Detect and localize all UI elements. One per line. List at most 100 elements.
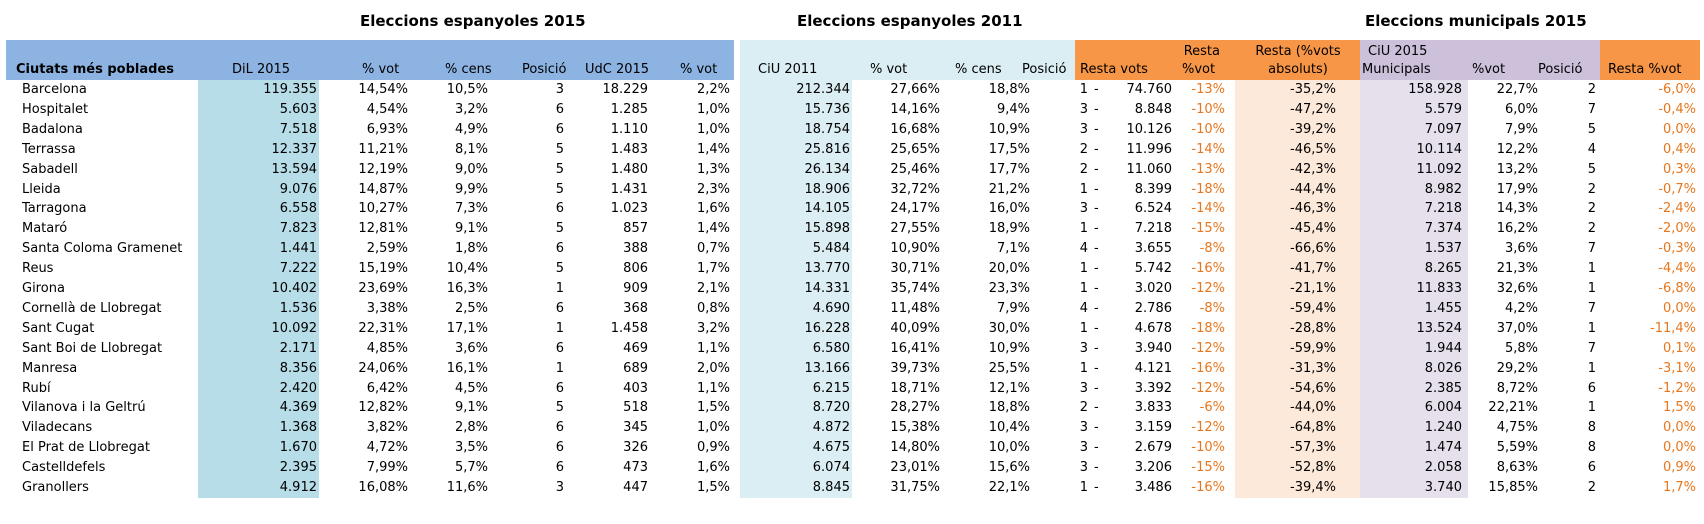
cell-udc: 18.229 bbox=[602, 82, 649, 97]
cell-pvot4: 37,0% bbox=[1496, 320, 1538, 336]
cell-city: Sant Cugat bbox=[22, 320, 95, 336]
cell-dil: 7.823 bbox=[279, 221, 317, 237]
cell-dil: 8.356 bbox=[279, 360, 317, 376]
cell-ciumun: 6.004 bbox=[1424, 400, 1462, 416]
cell-pcens3: 10,9% bbox=[988, 121, 1030, 137]
cell-udc: 1.110 bbox=[610, 121, 648, 137]
cell-dil: 10.402 bbox=[271, 281, 318, 296]
cell-pvot4: 29,2% bbox=[1496, 360, 1538, 376]
cell-pvot4: 5,59% bbox=[1496, 440, 1538, 456]
cell-pos3: 1 bbox=[1079, 261, 1088, 277]
cell-ciu: 4.675 bbox=[812, 440, 850, 456]
cell-dash: - bbox=[1094, 101, 1099, 117]
cell-pos3: 3 bbox=[1079, 121, 1088, 137]
cell-city: Hospitalet bbox=[22, 101, 89, 117]
cell-pvot2: 0,8% bbox=[696, 300, 730, 316]
cell-restapvot: -14% bbox=[1191, 141, 1225, 157]
cell-pvot1: 7,99% bbox=[366, 460, 408, 476]
cell-pos1: 6 bbox=[555, 241, 564, 257]
cell-pvot4: 7,9% bbox=[1504, 121, 1538, 137]
cell-pcens3: 18,8% bbox=[988, 400, 1030, 416]
cell-ciumun: 2.058 bbox=[1424, 460, 1462, 476]
cell-pcens1: 9,1% bbox=[454, 221, 488, 237]
cell-ciumun: 3.740 bbox=[1424, 480, 1462, 495]
header-pvot3: % vot bbox=[870, 62, 908, 77]
cell-pcens3: 17,5% bbox=[988, 141, 1030, 157]
cell-city: Lleida bbox=[22, 181, 61, 197]
cell-pos3: 3 bbox=[1079, 460, 1088, 476]
cell-pos4: 2 bbox=[1587, 181, 1596, 197]
cell-restapvot: -12% bbox=[1191, 281, 1225, 296]
cell-pvot2: 1,6% bbox=[696, 460, 730, 476]
cell-pvot3: 28,27% bbox=[890, 400, 940, 416]
cell-pvot4: 15,85% bbox=[1488, 480, 1538, 495]
cell-ciu: 18.906 bbox=[804, 181, 851, 197]
cell-pvot1: 14,54% bbox=[358, 82, 408, 97]
cell-pvot3: 30,71% bbox=[890, 261, 940, 277]
cell-pos4: 6 bbox=[1587, 460, 1596, 476]
cell-ciumun: 8.265 bbox=[1424, 261, 1462, 277]
cell-udc: 909 bbox=[623, 281, 648, 296]
cell-pos3: 3 bbox=[1079, 380, 1088, 396]
cell-pvot3: 15,38% bbox=[890, 420, 940, 436]
cell-restapvot2: -0,4% bbox=[1658, 101, 1696, 117]
cell-pcens1: 3,2% bbox=[454, 101, 488, 117]
header-ciumun-line1: CiU 2015 bbox=[1368, 44, 1428, 59]
cell-restapvot2: -4,4% bbox=[1658, 261, 1696, 277]
cell-pcens1: 9,1% bbox=[454, 400, 488, 416]
header-bg-lightblue bbox=[740, 40, 1075, 80]
cell-pos1: 6 bbox=[555, 101, 564, 117]
cell-ciumun: 7.218 bbox=[1424, 201, 1462, 217]
cell-ciumun: 1.240 bbox=[1424, 420, 1462, 436]
cell-pcens1: 10,4% bbox=[446, 261, 488, 277]
cell-pcens1: 17,1% bbox=[446, 320, 488, 336]
cell-pos1: 1 bbox=[555, 281, 564, 296]
header-pcens1: % cens bbox=[445, 62, 492, 77]
cell-pcens1: 2,5% bbox=[454, 300, 488, 316]
col-bg-ciu2011 bbox=[740, 80, 852, 498]
cell-restapvot: -18% bbox=[1191, 181, 1225, 197]
cell-pvot3: 40,09% bbox=[890, 320, 940, 336]
cell-dil: 1.536 bbox=[279, 300, 317, 316]
cell-restavots: 3.159 bbox=[1134, 420, 1172, 436]
cell-restaabs: -44,4% bbox=[1290, 181, 1336, 197]
cell-restapvot: -16% bbox=[1191, 261, 1225, 277]
cell-restaabs: -31,3% bbox=[1290, 360, 1336, 376]
cell-restavots: 2.679 bbox=[1134, 440, 1172, 456]
cell-ciu: 212.344 bbox=[796, 82, 850, 97]
cell-dash: - bbox=[1094, 360, 1099, 376]
cell-pos3: 1 bbox=[1079, 320, 1088, 336]
cell-pvot4: 4,2% bbox=[1504, 300, 1538, 316]
cell-restavots: 8.848 bbox=[1134, 101, 1172, 117]
cell-pos4: 1 bbox=[1587, 360, 1596, 376]
cell-pcens1: 8,1% bbox=[454, 141, 488, 157]
cell-restaabs: -42,3% bbox=[1290, 161, 1336, 177]
cell-pos4: 2 bbox=[1587, 221, 1596, 237]
cell-pvot2: 0,9% bbox=[696, 440, 730, 456]
cell-pvot4: 8,63% bbox=[1496, 460, 1538, 476]
cell-pvot2: 1,7% bbox=[696, 261, 730, 277]
cell-ciu: 8.720 bbox=[812, 400, 850, 416]
cell-pvot3: 27,55% bbox=[890, 221, 940, 237]
cell-ciu: 8.845 bbox=[812, 480, 850, 495]
cell-pvot1: 22,31% bbox=[358, 320, 408, 336]
cell-pvot2: 1,0% bbox=[696, 101, 730, 117]
cell-pcens3: 22,1% bbox=[988, 480, 1030, 495]
cell-restaabs: -54,6% bbox=[1290, 380, 1336, 396]
cell-pvot4: 14,3% bbox=[1496, 201, 1538, 217]
cell-pvot3: 27,66% bbox=[890, 82, 940, 97]
cell-pvot3: 23,01% bbox=[890, 460, 940, 476]
cell-pcens1: 16,3% bbox=[446, 281, 488, 296]
cell-city: Santa Coloma Gramenet bbox=[22, 241, 183, 257]
cell-restapvot: -8% bbox=[1199, 300, 1225, 316]
cell-pos1: 6 bbox=[555, 460, 564, 476]
cell-restapvot2: 0,3% bbox=[1662, 161, 1696, 177]
cell-pvot3: 11,48% bbox=[890, 300, 940, 316]
cell-city: Sant Boi de Llobregat bbox=[22, 340, 163, 356]
cell-restaabs: -39,2% bbox=[1290, 121, 1336, 137]
cell-restaabs: -47,2% bbox=[1290, 101, 1336, 117]
cell-dil: 7.222 bbox=[279, 261, 317, 277]
cell-pcens1: 4,9% bbox=[454, 121, 488, 137]
cell-pos1: 5 bbox=[555, 141, 564, 157]
